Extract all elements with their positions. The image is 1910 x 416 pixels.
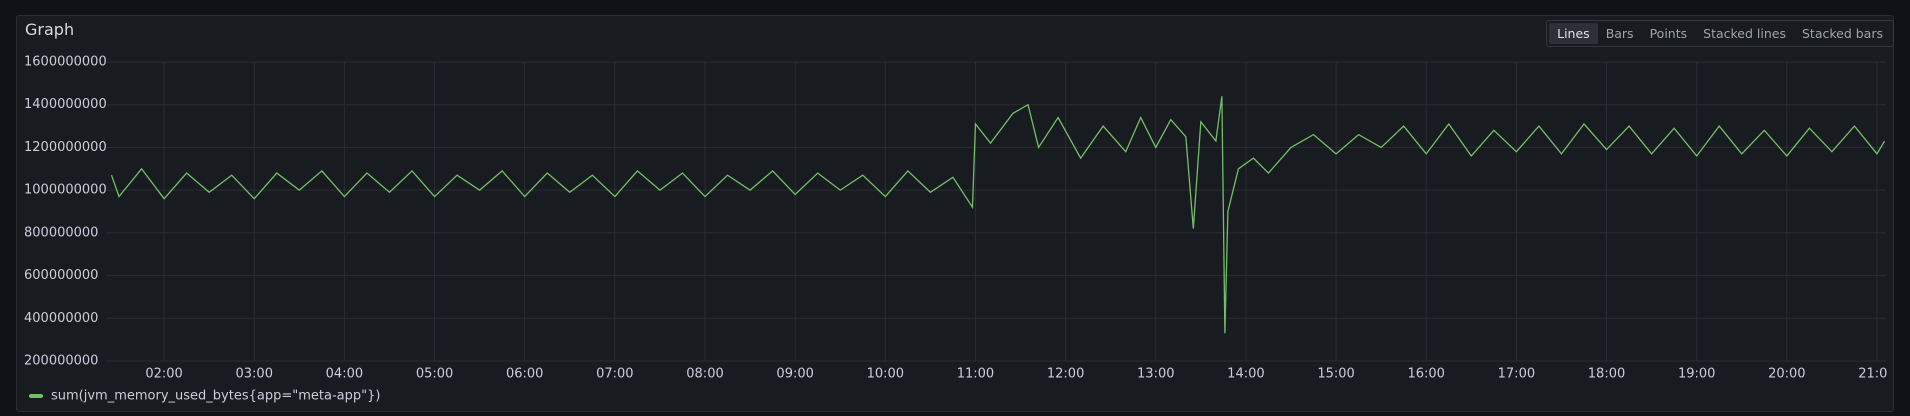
display-mode-button[interactable]: Stacked lines	[1703, 26, 1786, 41]
x-tick-label: 16:00	[1407, 367, 1444, 382]
x-tick-label: 12:00	[1047, 367, 1084, 382]
y-tick-label: 1600000000	[24, 55, 107, 70]
x-tick-label: 15:00	[1317, 367, 1354, 382]
display-mode-group: Lines Bars Points Stacked lines Stacked bars	[1546, 20, 1894, 47]
x-tick-label: 13:00	[1137, 367, 1174, 382]
x-tick-label: 09:00	[776, 367, 813, 382]
y-tick-label: 1400000000	[24, 97, 107, 112]
x-tick-label: 03:00	[236, 367, 273, 382]
display-mode-button[interactable]: Bars	[1605, 26, 1634, 41]
display-mode-button[interactable]: Points	[1649, 26, 1688, 41]
x-tick-label: 06:00	[506, 367, 543, 382]
x-tick-label: 05:00	[416, 367, 453, 382]
x-tick-label: 11:00	[957, 367, 994, 382]
x-tick-label: 04:00	[326, 367, 363, 382]
x-tick-label: 18:00	[1588, 367, 1625, 382]
y-tick-label: 800000000	[24, 225, 98, 240]
x-tick-label: 08:00	[686, 367, 723, 382]
x-tick-label: 17:00	[1498, 367, 1535, 382]
x-tick-label: 21:00	[1858, 367, 1895, 382]
y-tick-label: 1200000000	[24, 140, 107, 155]
y-tick-label: 600000000	[24, 268, 98, 283]
x-tick-label: 02:00	[145, 367, 182, 382]
panel-title: Graph	[25, 20, 75, 39]
legend-swatch	[29, 394, 43, 398]
series-line	[110, 96, 1886, 334]
display-mode-button[interactable]: Lines	[1549, 23, 1598, 44]
y-tick-label: 200000000	[24, 354, 98, 369]
legend-label: sum(jvm_memory_used_bytes{app="meta-app"…	[51, 389, 380, 404]
panel	[16, 15, 1894, 412]
y-tick-label: 1000000000	[24, 183, 107, 198]
plot: 200000000 400000000 600000000 800000000 1000…	[24, 55, 1895, 404]
y-tick-label: 400000000	[24, 311, 98, 326]
x-tick-label: 14:00	[1227, 367, 1264, 382]
display-mode-button[interactable]: Stacked bars	[1801, 26, 1883, 41]
x-tick-label: 19:00	[1678, 367, 1715, 382]
x-tick-label: 07:00	[596, 367, 633, 382]
x-tick-label: 20:00	[1768, 367, 1805, 382]
x-tick-label: 10:00	[867, 367, 904, 382]
